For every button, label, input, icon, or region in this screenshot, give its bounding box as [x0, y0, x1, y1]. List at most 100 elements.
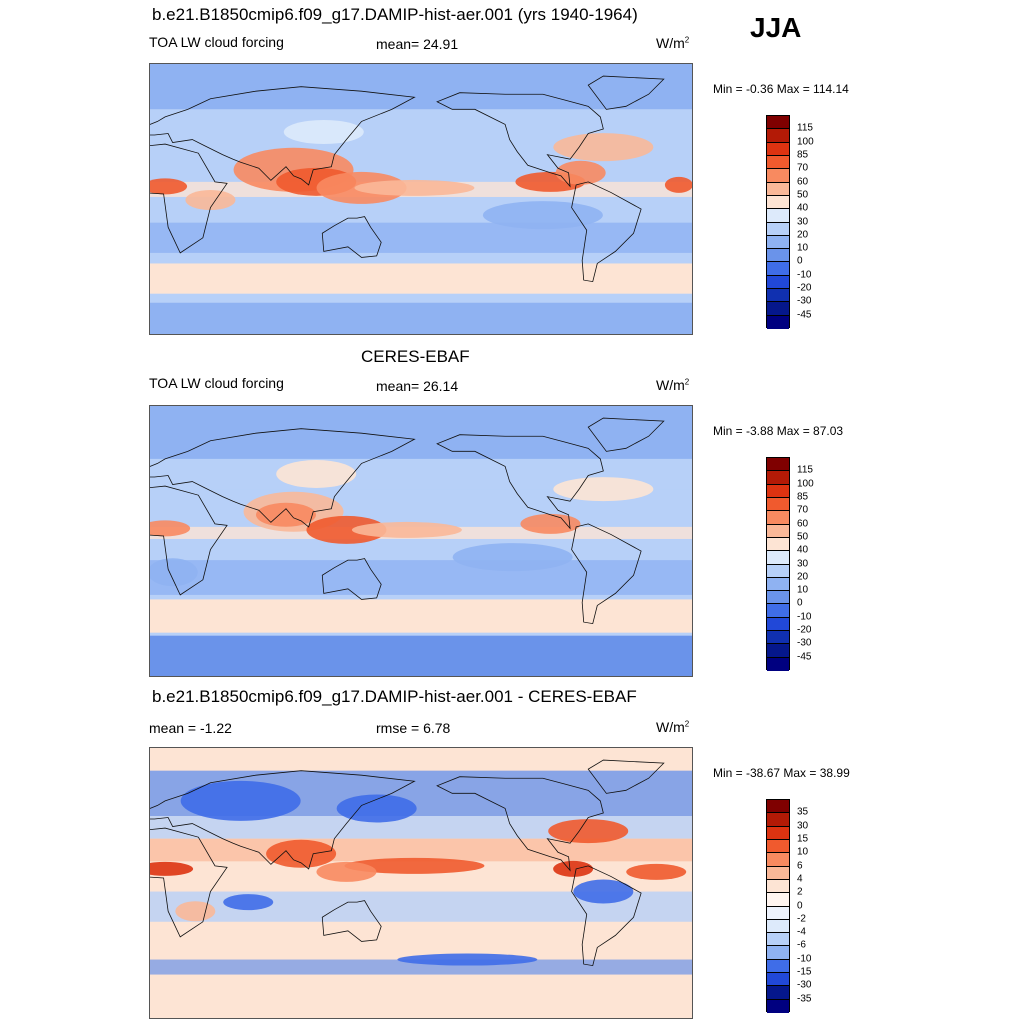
- colorbar-tick-label: 4: [797, 873, 803, 885]
- colorbar-tick-label: 60: [797, 176, 809, 188]
- variable-label: TOA LW cloud forcing: [149, 375, 284, 391]
- field-map: [150, 64, 692, 334]
- colorbar-tick-label: -35: [797, 993, 812, 1005]
- colorbar-segment: [767, 155, 789, 170]
- colorbar-tick-label: 50: [797, 531, 809, 543]
- colorbar-tick-label: 10: [797, 846, 809, 858]
- colorbar-segment: [767, 471, 789, 485]
- colorbar-tick-label: 50: [797, 189, 809, 201]
- colorbar-segment: [767, 275, 789, 290]
- variable-label: TOA LW cloud forcing: [149, 34, 284, 50]
- colorbar-tick-label: 2: [797, 886, 803, 898]
- field-map: [150, 406, 692, 676]
- colorbar-tick-label: -15: [797, 966, 812, 978]
- colorbar-segment: [767, 866, 789, 880]
- mean-label: mean= 24.91: [376, 36, 459, 52]
- colorbar-tick-label: 70: [797, 504, 809, 516]
- colorbar-tick-label: -30: [797, 637, 812, 649]
- colorbar-segment: [767, 946, 789, 960]
- colorbar-segment: [767, 302, 789, 316]
- colorbar-tick-label: 60: [797, 518, 809, 530]
- colorbar-segment: [767, 973, 789, 987]
- colorbar-tick-label: -10: [797, 269, 812, 281]
- colorbar-tick-label: -30: [797, 295, 812, 307]
- colorbar-segment: [767, 209, 789, 223]
- colorbar-segment: [767, 839, 789, 854]
- panel-title: CERES-EBAF: [361, 347, 470, 366]
- colorbar-segment: [767, 262, 789, 276]
- colorbar-segment: [767, 813, 789, 827]
- colorbar-tick-label: -45: [797, 651, 812, 663]
- colorbar-segment: [767, 577, 789, 592]
- colorbar-tick-label: -20: [797, 282, 812, 294]
- colorbar-segment: [767, 129, 789, 143]
- units-label: W/m2: [656, 35, 690, 51]
- colorbar-tick-label: 30: [797, 558, 809, 569]
- colorbar-tick-label: 10: [797, 242, 809, 254]
- colorbar-tick-label: 10: [797, 584, 809, 596]
- colorbar-tick-label: -10: [797, 611, 812, 623]
- map-obs: [149, 405, 693, 677]
- colorbar: [766, 799, 790, 1013]
- units-label: W/m2: [656, 719, 690, 735]
- colorbar-segment: [767, 906, 789, 920]
- colorbar-tick-label: -45: [797, 309, 812, 321]
- colorbar-segment: [767, 169, 789, 183]
- colorbar-segment: [767, 195, 789, 210]
- map-model: [149, 63, 693, 335]
- colorbar-segment: [767, 933, 789, 947]
- rmse-label: rmse = 6.78: [376, 720, 451, 736]
- colorbar-segment: [767, 591, 789, 605]
- colorbar-segment: [767, 564, 789, 578]
- colorbar: [766, 115, 790, 329]
- colorbar-segment: [767, 551, 789, 565]
- colorbar-tick-label: -30: [797, 979, 812, 991]
- colorbar-segment: [767, 959, 789, 974]
- colorbar-segment: [767, 222, 789, 236]
- colorbar-segment: [767, 604, 789, 618]
- colorbar-tick-label: 85: [797, 491, 809, 503]
- colorbar-tick-label: 100: [797, 478, 814, 490]
- season-label: JJA: [750, 12, 802, 43]
- colorbar-tick-label: 20: [797, 571, 809, 583]
- map-difference: [149, 747, 693, 1019]
- colorbar-segment: [767, 116, 789, 130]
- colorbar-tick-label: 35: [797, 806, 809, 818]
- colorbar-segment: [767, 142, 789, 156]
- colorbar-segment: [767, 537, 789, 552]
- colorbar-tick-label: 6: [797, 860, 803, 872]
- colorbar-segment: [767, 235, 789, 250]
- colorbar-segment: [767, 800, 789, 814]
- colorbar-tick-label: 30: [797, 820, 809, 832]
- colorbar-segment: [767, 919, 789, 934]
- colorbar-tick-label: 115: [797, 122, 813, 134]
- mean-label: mean= 26.14: [376, 378, 459, 394]
- units-label: W/m2: [656, 377, 690, 393]
- colorbar-tick-label: -2: [797, 913, 806, 925]
- panel-title: b.e21.B1850cmip6.f09_g17.DAMIP-hist-aer.…: [152, 5, 638, 24]
- colorbar-segment: [767, 644, 789, 658]
- min-max-label: Min = -38.67 Max = 38.99: [713, 766, 850, 780]
- colorbar-tick-label: 100: [797, 136, 814, 148]
- colorbar-segment: [767, 182, 789, 196]
- colorbar: [766, 457, 790, 671]
- colorbar-tick-label: 30: [797, 216, 809, 227]
- mean-label: mean = -1.22: [149, 720, 232, 736]
- field-map: [150, 748, 692, 1018]
- colorbar-tick-label: 15: [797, 833, 809, 845]
- colorbar-tick-label: 85: [797, 149, 809, 161]
- colorbar-segment: [767, 657, 789, 671]
- colorbar-tick-label: 40: [797, 544, 809, 556]
- colorbar-segment: [767, 853, 789, 867]
- colorbar-segment: [767, 617, 789, 632]
- colorbar-tick-label: -20: [797, 624, 812, 636]
- colorbar-tick-label: -10: [797, 953, 812, 965]
- colorbar-segment: [767, 893, 789, 907]
- colorbar-tick-label: -6: [797, 939, 806, 951]
- colorbar-segment: [767, 524, 789, 538]
- min-max-label: Min = -0.36 Max = 114.14: [713, 82, 849, 96]
- colorbar-segment: [767, 315, 789, 329]
- colorbar-segment: [767, 879, 789, 894]
- colorbar-tick-label: 0: [797, 900, 803, 911]
- colorbar-tick-label: 115: [797, 464, 813, 476]
